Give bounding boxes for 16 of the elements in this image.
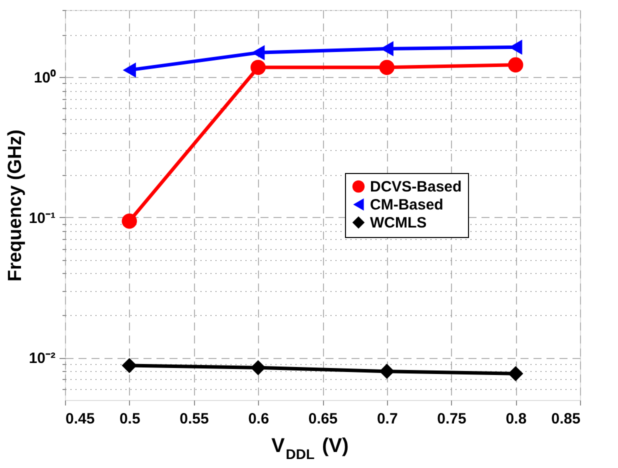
y-tick-label: 10⁻² [28,350,56,368]
x-tick-label: 0.8 [506,410,527,428]
x-tick-label: 0.5 [119,410,140,428]
x-tick-label: 0.75 [437,410,466,428]
legend-label: DCVS-Based [370,178,462,196]
x-tick-label: 0.85 [551,410,580,428]
y-axis-title: Frequency (GHz) [4,129,26,282]
legend-label: CM-Based [370,196,444,214]
y-tick-label: 10⁰ [34,68,56,86]
x-tick-label: 0.55 [180,410,209,428]
x-tick-label: 0.45 [66,410,95,428]
x-tick-label: 0.6 [248,410,270,428]
y-tick-label: 10⁻¹ [28,210,56,227]
legend-label: WCMLS [370,214,427,232]
x-tick-label: 0.7 [376,410,398,428]
x-tick-label: 0.65 [308,410,338,428]
